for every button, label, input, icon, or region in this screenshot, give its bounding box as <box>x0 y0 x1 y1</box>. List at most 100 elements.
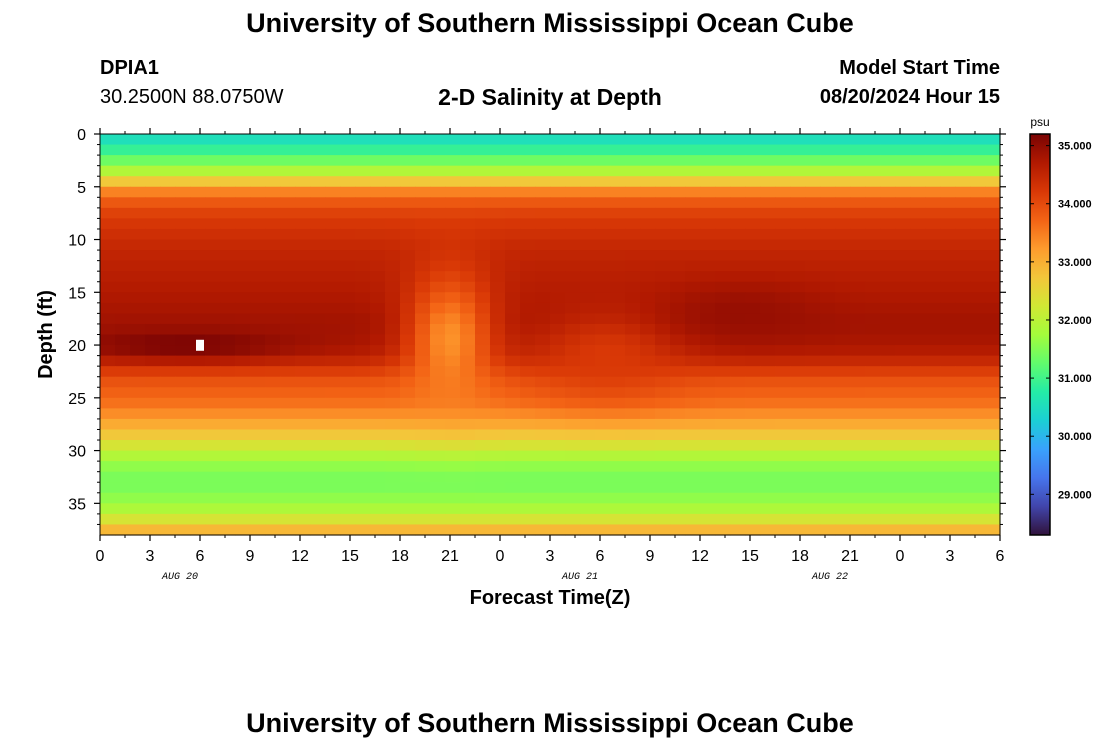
heatmap-cell <box>820 313 836 325</box>
heatmap-cell <box>310 345 326 357</box>
heatmap-cell <box>865 524 881 536</box>
heatmap-cell <box>160 134 176 146</box>
heatmap-cell <box>625 334 641 346</box>
heatmap-cell <box>895 461 911 473</box>
heatmap-cell <box>640 471 656 483</box>
heatmap-cell <box>790 503 806 515</box>
heatmap-cell <box>160 228 176 241</box>
heatmap-cell <box>400 355 416 367</box>
heatmap-cell <box>505 176 521 188</box>
heatmap-cell <box>730 524 746 536</box>
heatmap-cell <box>415 376 431 388</box>
heatmap-cell <box>985 292 1001 304</box>
heatmap-cell <box>190 323 206 336</box>
heatmap-cell <box>400 408 416 420</box>
heatmap-cell <box>385 429 401 441</box>
heatmap-cell <box>340 186 356 198</box>
heatmap-cell <box>970 155 986 167</box>
heatmap-cell <box>940 503 956 515</box>
heatmap-cell <box>835 345 851 357</box>
heatmap-cell <box>160 387 176 399</box>
heatmap-cell <box>130 176 146 188</box>
heatmap-cell <box>550 239 566 251</box>
heatmap-cell <box>160 513 176 526</box>
heatmap-cell <box>145 144 161 156</box>
heatmap-cell <box>235 440 251 452</box>
heatmap-cell <box>100 471 116 483</box>
heatmap-cell <box>850 134 866 146</box>
heatmap-cell <box>625 397 641 409</box>
heatmap-cell <box>490 408 506 420</box>
heatmap-cell <box>130 302 146 314</box>
heatmap-cell <box>565 418 581 431</box>
heatmap-cell <box>430 397 446 409</box>
heatmap-cell <box>820 218 836 230</box>
heatmap-cell <box>295 197 311 209</box>
heatmap-cell <box>685 302 701 314</box>
heatmap-cell <box>220 376 236 388</box>
heatmap-cell <box>340 165 356 177</box>
heatmap-cell <box>265 418 281 431</box>
heatmap-cell <box>940 176 956 188</box>
heatmap-cell <box>790 355 806 367</box>
heatmap-cell <box>280 334 296 346</box>
heatmap-cell <box>130 134 146 146</box>
heatmap-cell <box>520 345 536 357</box>
heatmap-cell <box>565 313 581 325</box>
heatmap-cell <box>505 165 521 177</box>
heatmap-cell <box>655 144 671 156</box>
heatmap-cell <box>370 334 386 346</box>
heatmap-cell <box>310 228 326 241</box>
heatmap-cell <box>595 376 611 388</box>
heatmap-cell <box>580 228 596 241</box>
heatmap-cell <box>370 302 386 314</box>
heatmap-cell <box>805 366 821 378</box>
heatmap-cell <box>220 387 236 399</box>
heatmap-cell <box>865 461 881 473</box>
heatmap-cell <box>385 366 401 378</box>
heatmap-cell <box>175 461 191 473</box>
heatmap-cell <box>775 513 791 526</box>
heatmap-cell <box>970 134 986 146</box>
heatmap-cell <box>895 197 911 209</box>
heatmap-cell <box>160 471 176 483</box>
heatmap-cell <box>655 197 671 209</box>
heatmap-cell <box>850 313 866 325</box>
heatmap-cell <box>265 513 281 526</box>
heatmap-cell <box>250 366 266 378</box>
colorbar-tick-label: 31.000 <box>1058 373 1092 385</box>
heatmap-cell <box>220 440 236 452</box>
heatmap-cell <box>910 471 926 483</box>
heatmap-cell <box>565 513 581 526</box>
heatmap-cell <box>355 376 371 388</box>
heatmap-cell <box>970 313 986 325</box>
heatmap-cell <box>745 176 761 188</box>
heatmap-cell <box>745 397 761 409</box>
heatmap-cell <box>625 260 641 272</box>
heatmap-cell <box>280 155 296 167</box>
heatmap-cell <box>490 313 506 325</box>
heatmap-cell <box>415 513 431 526</box>
heatmap-cell <box>430 260 446 272</box>
heatmap-cell <box>325 228 341 241</box>
heatmap-cell <box>850 513 866 526</box>
heatmap-cell <box>760 260 776 272</box>
heatmap-cell <box>655 429 671 441</box>
heatmap-cell <box>805 461 821 473</box>
heatmap-cell <box>490 176 506 188</box>
heatmap-cell <box>955 260 971 272</box>
heatmap-cell <box>370 292 386 304</box>
heatmap-cell <box>895 524 911 536</box>
heatmap-cell <box>640 155 656 167</box>
heatmap-cell <box>745 376 761 388</box>
heatmap-cell <box>250 271 266 283</box>
heatmap-cell <box>910 397 926 409</box>
heatmap-cell <box>730 440 746 452</box>
heatmap-cell <box>280 207 296 220</box>
heatmap-cell <box>385 492 401 504</box>
heatmap-cell <box>805 482 821 494</box>
heatmap-cell <box>985 313 1001 325</box>
heatmap-cell <box>745 503 761 515</box>
heatmap-cell <box>595 492 611 504</box>
heatmap-cell <box>745 197 761 209</box>
